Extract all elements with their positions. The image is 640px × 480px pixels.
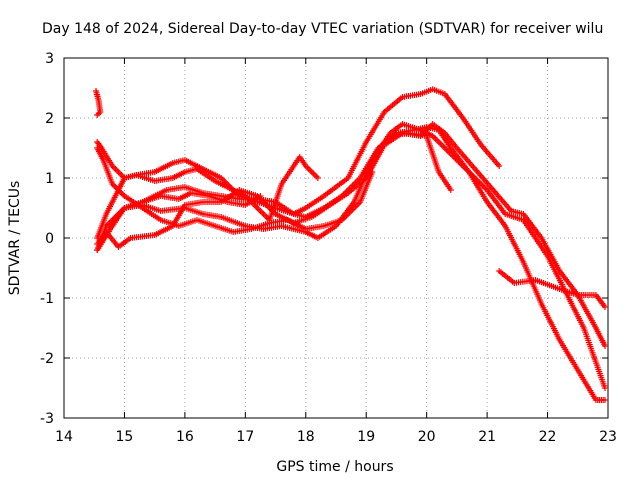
data-point bbox=[314, 175, 321, 181]
x-tick-label: 20 bbox=[418, 429, 436, 445]
chart-title: Day 148 of 2024, Sidereal Day-to-day VTE… bbox=[42, 21, 603, 37]
series-group bbox=[93, 86, 608, 403]
series-sat-j bbox=[93, 88, 104, 118]
x-tick-label: 22 bbox=[539, 429, 557, 445]
x-axis-label: GPS time / hours bbox=[276, 459, 393, 475]
x-tick-label: 19 bbox=[357, 429, 375, 445]
series-sat-g bbox=[106, 190, 264, 229]
data-point bbox=[369, 169, 376, 175]
series-sat-i bbox=[496, 268, 608, 310]
y-tick-label: -2 bbox=[40, 351, 54, 367]
y-tick-label: 1 bbox=[45, 171, 54, 187]
series-sat-h bbox=[387, 130, 454, 193]
y-tick-label: 3 bbox=[45, 51, 54, 67]
y-tick-label: 2 bbox=[45, 111, 54, 127]
x-tick-label: 14 bbox=[55, 429, 73, 445]
grid bbox=[64, 58, 608, 418]
x-tick-label: 18 bbox=[297, 429, 315, 445]
series-sat-a bbox=[94, 86, 503, 217]
x-tick-label: 16 bbox=[176, 429, 194, 445]
x-tick-label: 21 bbox=[478, 429, 496, 445]
series-sat-d bbox=[94, 121, 608, 391]
x-tick-label: 17 bbox=[236, 429, 254, 445]
data-point bbox=[602, 385, 608, 391]
x-tick-label: 23 bbox=[599, 429, 617, 445]
y-tick-label: -1 bbox=[40, 291, 54, 307]
data-point bbox=[602, 343, 608, 349]
data-point bbox=[447, 187, 454, 193]
series-sat-f bbox=[94, 145, 376, 235]
data-point bbox=[94, 112, 101, 118]
data-point bbox=[496, 163, 503, 169]
data-point bbox=[602, 304, 608, 310]
y-axis-label: SDTVAR / TECUs bbox=[7, 181, 23, 296]
x-tick-label: 15 bbox=[116, 429, 134, 445]
y-tick-label: 0 bbox=[45, 231, 54, 247]
y-tick-label: -3 bbox=[40, 411, 54, 427]
data-point bbox=[257, 193, 264, 199]
data-point bbox=[602, 397, 608, 403]
